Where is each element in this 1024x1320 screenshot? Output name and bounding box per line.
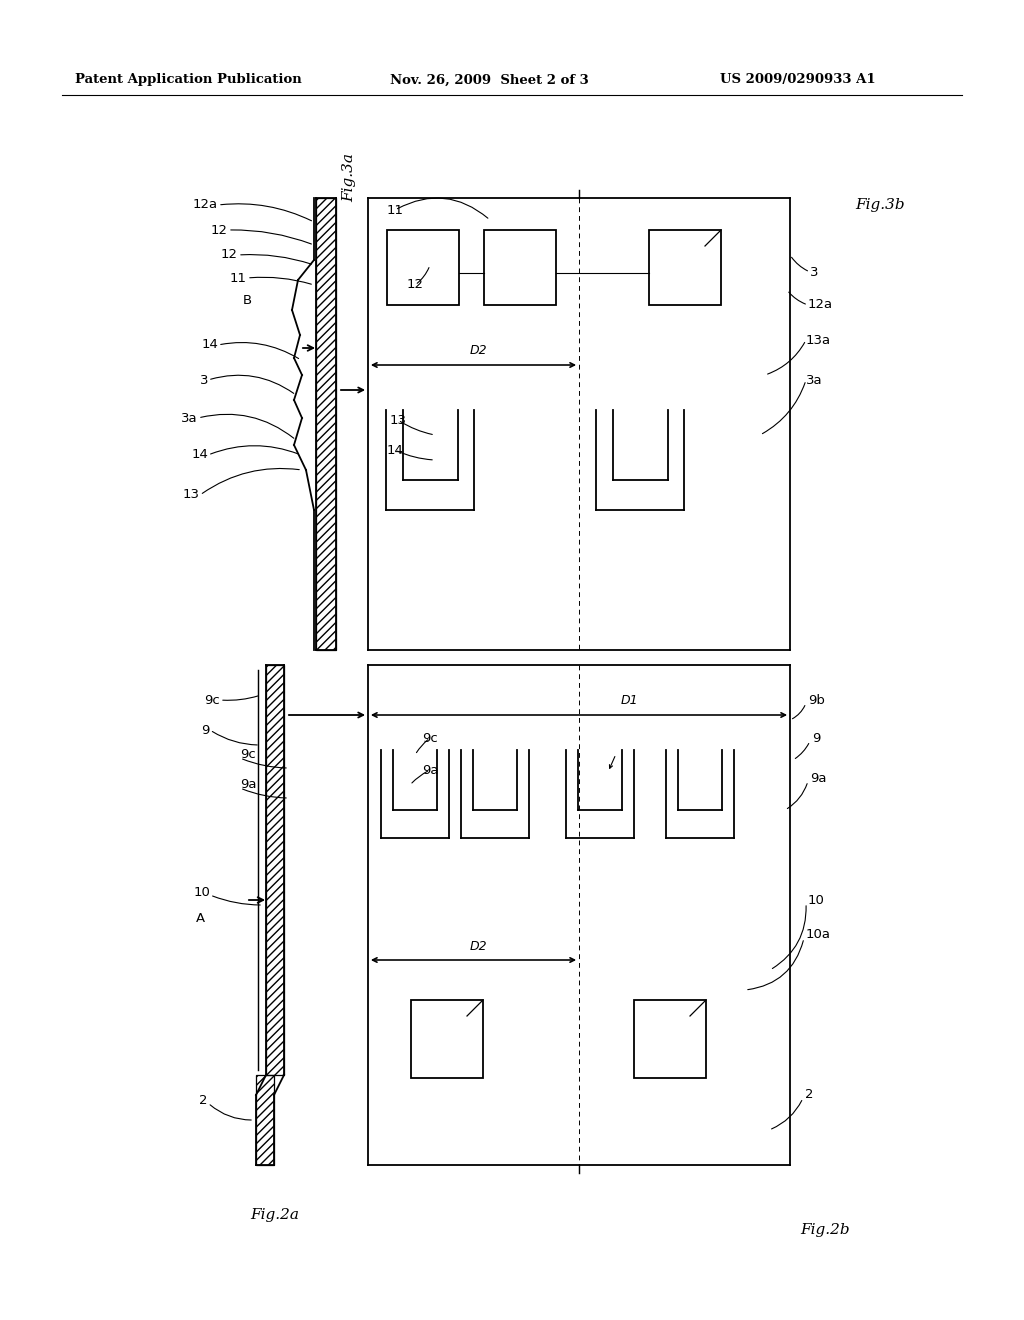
Bar	[316, 198, 336, 649]
Text: 9a: 9a	[422, 763, 438, 776]
Text: 12: 12	[211, 223, 228, 236]
Text: 12a: 12a	[808, 298, 834, 312]
Text: 12a: 12a	[193, 198, 218, 211]
Text: 12: 12	[407, 279, 424, 292]
Text: 9: 9	[202, 723, 210, 737]
Text: 9c: 9c	[422, 731, 438, 744]
Text: 9c: 9c	[240, 748, 256, 762]
Bar	[387, 230, 459, 305]
Text: 10: 10	[194, 886, 210, 899]
Bar	[649, 230, 721, 305]
Text: 14: 14	[201, 338, 218, 351]
Bar	[266, 665, 284, 1074]
Text: 14: 14	[387, 444, 403, 457]
Text: D2: D2	[470, 345, 487, 358]
Bar	[484, 230, 556, 305]
Text: 11: 11	[230, 272, 247, 285]
Text: D2: D2	[470, 940, 487, 953]
Text: 3a: 3a	[806, 374, 822, 387]
Bar	[634, 1001, 706, 1078]
Text: D1: D1	[621, 694, 638, 708]
Text: 11: 11	[386, 203, 403, 216]
Text: 13: 13	[183, 488, 200, 502]
Text: 9a: 9a	[240, 779, 256, 792]
Text: B: B	[243, 293, 252, 306]
Text: 2: 2	[200, 1093, 208, 1106]
Text: 9a: 9a	[810, 771, 826, 784]
Text: Fig.2b: Fig.2b	[800, 1224, 850, 1237]
Text: 12: 12	[221, 248, 238, 261]
Text: A: A	[196, 912, 205, 924]
Bar	[256, 1074, 274, 1166]
Text: Patent Application Publication: Patent Application Publication	[75, 74, 302, 87]
Text: 13a: 13a	[806, 334, 831, 346]
Bar	[411, 1001, 483, 1078]
Text: 3: 3	[200, 374, 208, 387]
Text: 2: 2	[805, 1089, 813, 1101]
Text: 9: 9	[812, 731, 820, 744]
Text: 13: 13	[389, 413, 407, 426]
Text: 10a: 10a	[806, 928, 831, 941]
Text: 9c: 9c	[204, 693, 220, 706]
Text: Nov. 26, 2009  Sheet 2 of 3: Nov. 26, 2009 Sheet 2 of 3	[390, 74, 589, 87]
Text: 3: 3	[810, 265, 818, 279]
Text: 14: 14	[191, 449, 208, 462]
Text: US 2009/0290933 A1: US 2009/0290933 A1	[720, 74, 876, 87]
Text: Fig.3b: Fig.3b	[855, 198, 904, 213]
Text: 9b: 9b	[808, 693, 825, 706]
Text: Fig.2a: Fig.2a	[251, 1208, 299, 1222]
Text: Fig.3a: Fig.3a	[342, 153, 356, 202]
Text: 3a: 3a	[181, 412, 198, 425]
Text: 10: 10	[808, 894, 825, 907]
